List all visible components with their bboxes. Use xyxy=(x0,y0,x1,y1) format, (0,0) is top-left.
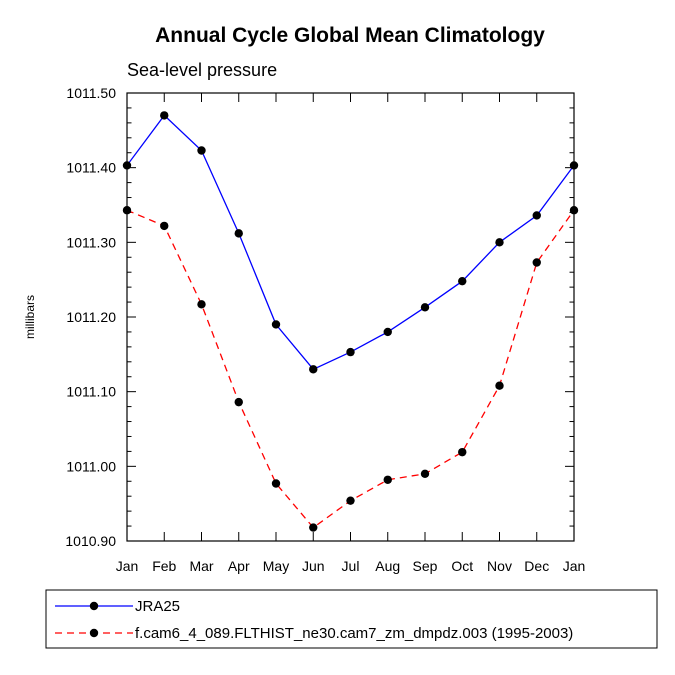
series-2-point xyxy=(495,381,504,390)
x-tick-label: Sep xyxy=(413,558,438,574)
series-2-point xyxy=(569,206,579,215)
y-tick-label: 1011.00 xyxy=(66,458,116,474)
plot-frame xyxy=(126,92,575,542)
x-tick-label: Nov xyxy=(487,558,512,574)
series-1-point xyxy=(122,161,132,170)
legend-box xyxy=(45,589,658,649)
legend-label-2: f.cam6_4_089.FLTHIST_ne30.cam7_zm_dmpdz.… xyxy=(135,625,573,642)
x-tick-label: Mar xyxy=(189,558,213,574)
series-2-point xyxy=(271,479,281,488)
x-tick-label: Feb xyxy=(152,558,176,574)
series-2-point xyxy=(346,496,355,505)
series-1-point xyxy=(458,276,467,286)
series-1-point xyxy=(309,365,318,374)
y-axis-label: millibars xyxy=(23,295,37,339)
y-tick-label: 1011.20 xyxy=(66,309,116,325)
legend: JRA25 f.cam6_4_089.FLTHIST_ne30.cam7_zm_d… xyxy=(45,589,658,649)
x-tick-label: Jul xyxy=(342,558,360,574)
series-2-point xyxy=(160,221,169,231)
x-tick-label: May xyxy=(263,558,289,574)
x-tick-label: Jan xyxy=(563,558,586,574)
x-tick-label: Jun xyxy=(302,558,325,574)
series-1-point xyxy=(346,347,355,357)
series-1-point xyxy=(495,238,504,247)
x-tick-label: Aug xyxy=(375,558,400,574)
x-tick-label: Oct xyxy=(451,558,473,574)
series-2-point xyxy=(458,447,467,457)
x-tick-label: Jan xyxy=(116,558,139,574)
series-1-point xyxy=(383,327,392,337)
y-tick-label: 1011.50 xyxy=(66,85,116,101)
chart-title: Annual Cycle Global Mean Climatology xyxy=(155,24,545,47)
y-tick-label: 1011.30 xyxy=(66,234,116,250)
series-1-point xyxy=(271,320,281,329)
series-1-point xyxy=(569,161,579,170)
series-2-point xyxy=(383,475,392,484)
series-1-point xyxy=(234,229,243,238)
series-line-1 xyxy=(126,114,575,371)
series-2-point xyxy=(234,397,243,407)
series-2-point xyxy=(532,258,541,267)
legend-marker-2 xyxy=(89,628,99,638)
series-layer xyxy=(122,111,579,532)
series-1-point xyxy=(532,211,541,220)
series-2-point xyxy=(309,523,318,532)
series-1-point xyxy=(420,303,430,312)
series-line-2 xyxy=(126,209,575,529)
series-2-point xyxy=(197,300,206,309)
series-2-point xyxy=(122,206,132,215)
legend-marker-1 xyxy=(89,601,99,611)
series-2-point xyxy=(420,469,430,478)
y-tick-label: 1011.10 xyxy=(66,384,116,400)
x-tick-label: Apr xyxy=(228,558,250,574)
y-tick-label: 1010.90 xyxy=(65,533,116,549)
series-1-point xyxy=(197,146,206,155)
legend-label-1: JRA25 xyxy=(135,598,180,615)
axis-ticks: 1010.90 1011.00 1011.10 1011.20 1011.30 1011.… xyxy=(65,85,585,574)
chart-subtitle: Sea-level pressure xyxy=(127,60,277,80)
series-1-point xyxy=(160,111,169,120)
y-tick-label: 1011.40 xyxy=(66,160,116,176)
x-tick-label: Dec xyxy=(524,558,549,574)
